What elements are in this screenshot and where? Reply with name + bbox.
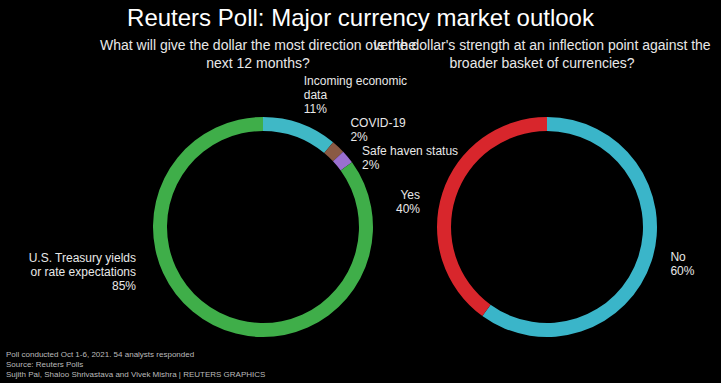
svg-text:Yes40%: Yes40% bbox=[396, 188, 420, 216]
svg-text:COVID-192%: COVID-192% bbox=[350, 116, 406, 144]
svg-text:Safe haven status2%: Safe haven status2% bbox=[362, 144, 458, 172]
html-text:Sujith Pai, Shaloo Shrivastava: Sujith Pai, Shaloo Shrivastava and Vivek… bbox=[6, 370, 266, 379]
svg-text:U.S. Treasury yieldsor rate ex: U.S. Treasury yieldsor rate expectations… bbox=[29, 251, 137, 293]
html-text:Poll conducted Oct 1-6, 2021.: Poll conducted Oct 1-6, 2021. 54 analyst… bbox=[6, 350, 195, 359]
svg-text:Incoming economicdata11%: Incoming economicdata11% bbox=[304, 74, 407, 116]
html-text:Reuters Poll: Major currency m: Reuters Poll: Major currency market outl… bbox=[127, 4, 594, 31]
svg-text:No60%: No60% bbox=[670, 250, 694, 278]
html-text:What will give the dollar the: What will give the dollar the most direc… bbox=[100, 37, 416, 71]
html-text:Source: Reuters Polls: Source: Reuters Polls bbox=[6, 360, 84, 369]
html-text:Is the dollar's strength at an: Is the dollar's strength at an inflectio… bbox=[373, 37, 711, 71]
